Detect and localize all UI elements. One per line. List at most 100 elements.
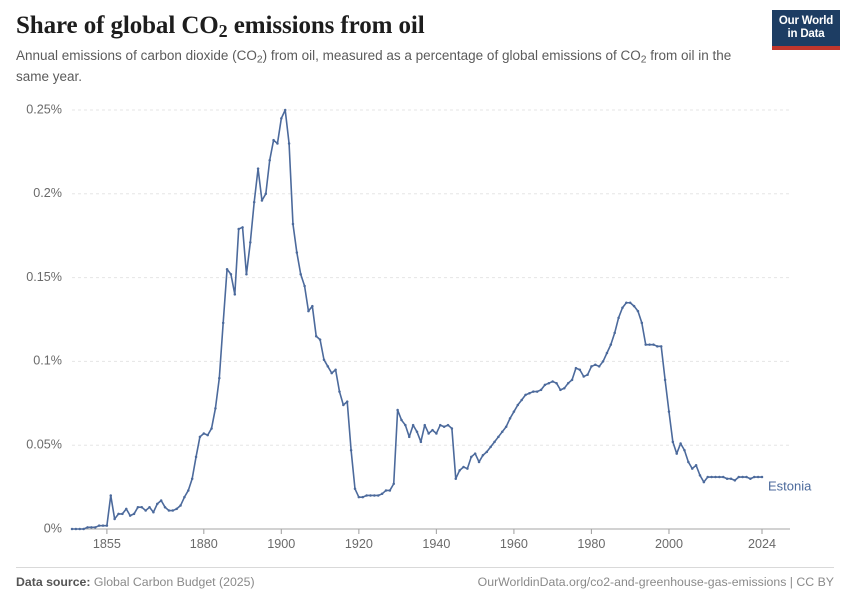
data-point [241,226,244,229]
data-point [690,467,694,470]
logo-line-2: in Data [787,27,825,40]
data-point [632,304,636,308]
data-point [698,474,702,477]
y-axis-tick-label: 0.05% [26,438,62,452]
data-point [733,479,737,482]
data-point [318,338,322,341]
data-point [190,477,194,480]
gridlines [72,109,790,446]
data-series-group [70,108,764,531]
data-point [396,408,399,412]
data-point [136,505,140,509]
data-point [314,335,318,338]
data-point [714,475,717,479]
y-axis-tick-label: 0.25% [26,102,62,116]
data-point [128,514,132,517]
data-point [256,167,260,170]
data-point [671,440,675,444]
data-point [117,512,120,516]
data-point [221,321,225,325]
data-point [373,494,376,497]
chart-subtitle-subscript-2: 2 [640,54,647,66]
data-point [78,527,81,531]
y-axis-tick-label: 0.1% [33,354,62,368]
data-point [233,293,237,296]
data-point [605,351,609,355]
series-line-estonia[interactable] [71,109,763,530]
x-axis-tick-label: 1940 [422,537,450,551]
data-point [640,321,644,325]
data-point [756,475,760,479]
data-point [566,381,570,385]
series-labels: Estonia [768,479,812,494]
data-point [380,492,384,496]
data-point [384,489,388,492]
x-axis [72,528,790,534]
chart-title-subscript: 2 [218,20,228,41]
our-world-in-data-logo[interactable]: Our World in Data [772,10,840,50]
data-point [656,345,659,348]
data-point [210,427,213,430]
data-point [90,526,93,529]
data-point [245,273,248,276]
data-source: Data source: Global Carbon Budget (2025) [16,575,255,589]
data-point [415,430,419,434]
data-point [497,435,500,439]
data-point [702,480,706,484]
data-point [636,309,640,313]
y-axis-tick-label: 0.15% [26,270,62,284]
data-point [345,400,349,403]
data-point [687,460,690,464]
data-point [322,358,326,361]
data-point [198,435,202,439]
data-point [264,192,268,196]
data-point [555,381,558,385]
data-point [477,460,481,464]
data-point [163,505,167,509]
data-point [512,410,516,413]
x-axis-tick-label: 1900 [267,537,295,551]
x-axis-tick-label: 2024 [748,537,776,551]
data-point [376,494,380,497]
data-point [597,365,601,368]
data-point [470,455,473,459]
data-point [225,267,229,271]
data-point [675,452,678,455]
data-point [187,489,190,492]
chart-header: Share of global CO2 emissions from oil A… [16,12,756,86]
data-point [179,504,182,507]
x-axis-tick-label: 1920 [345,537,373,551]
data-point [423,423,426,427]
data-point [152,510,155,514]
data-point [338,390,341,393]
data-point [194,455,198,459]
data-point [369,494,372,497]
data-point [202,432,206,435]
data-point [206,433,209,437]
series-label-estonia[interactable]: Estonia [768,479,812,494]
data-point [683,448,686,452]
data-point [237,227,240,231]
data-point [528,391,531,395]
source-link[interactable]: OurWorldinData.org/co2-and-greenhouse-ga… [477,575,834,589]
data-point [450,427,454,430]
data-point [82,527,85,531]
data-point [532,390,535,393]
data-point [648,343,651,346]
x-axis-tick-labels: 1855 1880 1900 1920 1940 1960 1980 2000 2024 [93,537,776,551]
data-point [609,343,613,346]
data-point [446,423,450,427]
data-point [644,343,647,346]
data-point [74,527,78,531]
data-point [287,142,291,145]
data-point [710,475,713,479]
data-point [361,495,364,499]
data-point [578,368,582,372]
data-point [303,284,306,288]
data-point [357,495,361,499]
data-point [439,423,442,427]
data-point [737,475,740,479]
data-point [299,273,302,276]
page-title: Share of global CO2 emissions from oil [16,12,756,41]
data-point [586,373,589,377]
